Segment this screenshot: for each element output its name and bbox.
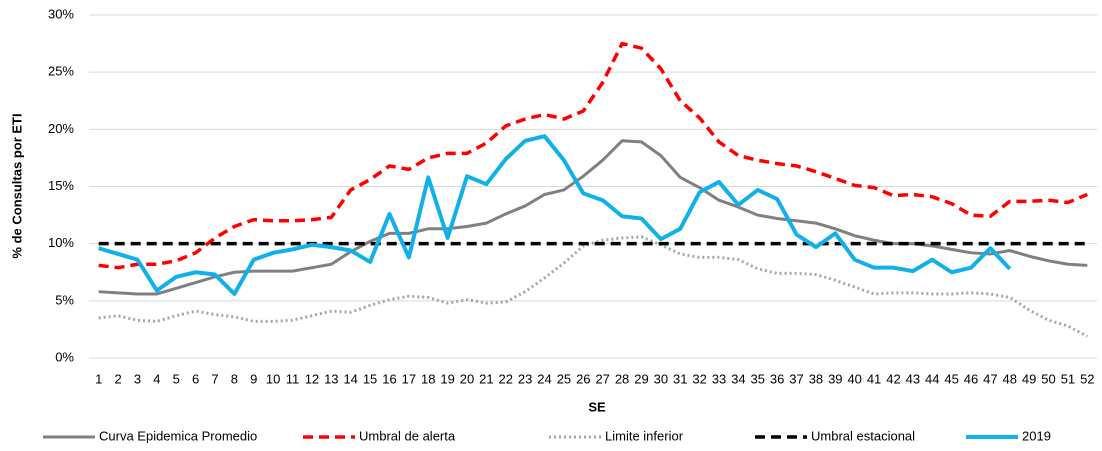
x-tick-label: 26 (576, 371, 590, 386)
series-line (98, 235, 1089, 338)
x-tick-label: 38 (809, 371, 823, 386)
x-tick-label: 17 (402, 371, 416, 386)
x-tick-label: 3 (134, 371, 141, 386)
legend-label: Umbral de alerta (359, 428, 456, 443)
x-tick-label: 25 (557, 371, 571, 386)
x-tick-label: 6 (192, 371, 199, 386)
y-axis-label: % de Consultas por ETI (9, 113, 24, 258)
x-tick-label: 20 (460, 371, 474, 386)
x-tick-label: 9 (250, 371, 257, 386)
x-tick-label: 31 (673, 371, 687, 386)
x-tick-label: 24 (537, 371, 551, 386)
x-tick-label: 8 (231, 371, 238, 386)
x-tick-label: 29 (634, 371, 648, 386)
x-tick-label: 50 (1041, 371, 1055, 386)
x-tick-label: 40 (847, 371, 861, 386)
x-tick-label: 1 (95, 371, 102, 386)
x-axis-label: SE (588, 399, 606, 414)
x-tick-label: 27 (595, 371, 609, 386)
x-tick-label: 37 (789, 371, 803, 386)
x-tick-label: 32 (692, 371, 706, 386)
x-tick-label: 23 (518, 371, 532, 386)
x-tick-label: 7 (211, 371, 218, 386)
y-tick-label: 5% (55, 292, 74, 307)
x-tick-label: 16 (382, 371, 396, 386)
x-tick-label: 44 (925, 371, 939, 386)
x-tick-label: 41 (867, 371, 881, 386)
x-tick-label: 34 (731, 371, 745, 386)
x-tick-label: 18 (421, 371, 435, 386)
x-tick-label: 48 (1003, 371, 1017, 386)
x-tick-label: 5 (173, 371, 180, 386)
x-tick-label: 22 (499, 371, 513, 386)
y-tick-label: 30% (48, 6, 74, 21)
x-tick-label: 11 (286, 371, 300, 386)
x-tick-label: 19 (440, 371, 454, 386)
x-tick-label: 15 (363, 371, 377, 386)
legend-label: Umbral estacional (811, 428, 915, 443)
y-tick-label: 0% (55, 349, 74, 364)
x-tick-label: 46 (964, 371, 978, 386)
x-tick-label: 2 (114, 371, 121, 386)
x-tick-label: 39 (828, 371, 842, 386)
x-tick-label: 47 (983, 371, 997, 386)
x-tick-label: 21 (479, 371, 493, 386)
x-tick-label: 14 (343, 371, 357, 386)
x-tick-label: 42 (886, 371, 900, 386)
x-tick-label: 35 (751, 371, 765, 386)
x-tick-label: 45 (944, 371, 958, 386)
series-line (98, 134, 1012, 296)
legend-label: Curva Epidemica Promedio (99, 428, 257, 443)
x-tick-label: 49 (1022, 371, 1036, 386)
x-tick-label: 52 (1080, 371, 1094, 386)
y-tick-label: 25% (48, 64, 74, 79)
x-tick-label: 30 (654, 371, 668, 386)
x-tick-label: 13 (324, 371, 338, 386)
x-tick-label: 43 (906, 371, 920, 386)
x-tick-label: 4 (153, 371, 160, 386)
legend-label: Limite inferior (605, 428, 684, 443)
y-tick-label: 20% (48, 121, 74, 136)
legend-label: 2019 (1022, 428, 1051, 443)
x-tick-label: 33 (712, 371, 726, 386)
y-tick-label: 15% (48, 178, 74, 193)
x-tick-label: 10 (266, 371, 280, 386)
x-tick-label: 28 (615, 371, 629, 386)
series-line (98, 41, 1088, 270)
y-tick-label: 10% (48, 235, 74, 250)
x-tick-label: 51 (1061, 371, 1075, 386)
x-tick-label: 12 (305, 371, 319, 386)
x-tick-label: 36 (770, 371, 784, 386)
